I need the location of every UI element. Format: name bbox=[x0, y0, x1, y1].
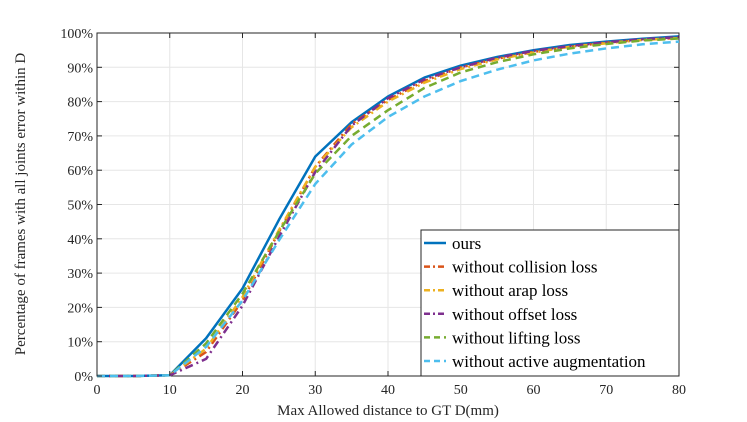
x-axis-label: Max Allowed distance to GT D(mm) bbox=[277, 403, 499, 419]
legend-label: without collision loss bbox=[452, 258, 597, 277]
x-tick-label: 20 bbox=[236, 383, 250, 398]
legend: ours without collision loss without arap l… bbox=[420, 229, 680, 377]
x-tick-label: 30 bbox=[308, 383, 322, 398]
y-tick-label: 50% bbox=[67, 199, 93, 214]
y-tick-label: 80% bbox=[67, 96, 93, 111]
series-lines bbox=[97, 35, 680, 378]
y-axis-label: Percentage of frames with all joints err… bbox=[13, 53, 29, 356]
y-tick-label: 30% bbox=[67, 267, 93, 282]
x-tick-label: 0 bbox=[94, 383, 101, 398]
y-tick-label: 0% bbox=[74, 370, 93, 385]
x-tick-label: 10 bbox=[163, 383, 177, 398]
y-tick-label: 10% bbox=[67, 336, 93, 351]
x-tick-label: 60 bbox=[527, 383, 541, 398]
y-tick-label: 100% bbox=[60, 27, 93, 42]
y-tick-label: 40% bbox=[67, 233, 93, 248]
legend-box bbox=[420, 229, 680, 377]
legend-label: without active augmentation bbox=[452, 352, 646, 371]
x-tick-label: 80 bbox=[672, 383, 686, 398]
x-tick-label: 70 bbox=[599, 383, 613, 398]
series-line-5 bbox=[97, 37, 680, 378]
x-tick-label: 40 bbox=[381, 383, 395, 398]
y-tick-label: 20% bbox=[67, 301, 93, 316]
y-tick-label: 70% bbox=[67, 130, 93, 145]
legend-label: ours bbox=[452, 234, 481, 253]
series-line-4 bbox=[97, 35, 680, 378]
legend-label: without arap loss bbox=[452, 281, 568, 300]
y-tick-label: 90% bbox=[67, 61, 93, 76]
x-tick-label: 50 bbox=[454, 383, 468, 398]
legend-label: without offset loss bbox=[452, 305, 577, 324]
axis-ticks: 0 10 20 30 40 50 60 70 80 0% 10% 20% 30% 40% 50% 60% 70%… bbox=[60, 27, 686, 398]
y-tick-label: 60% bbox=[67, 164, 93, 179]
legend-label: without lifting loss bbox=[452, 328, 580, 347]
